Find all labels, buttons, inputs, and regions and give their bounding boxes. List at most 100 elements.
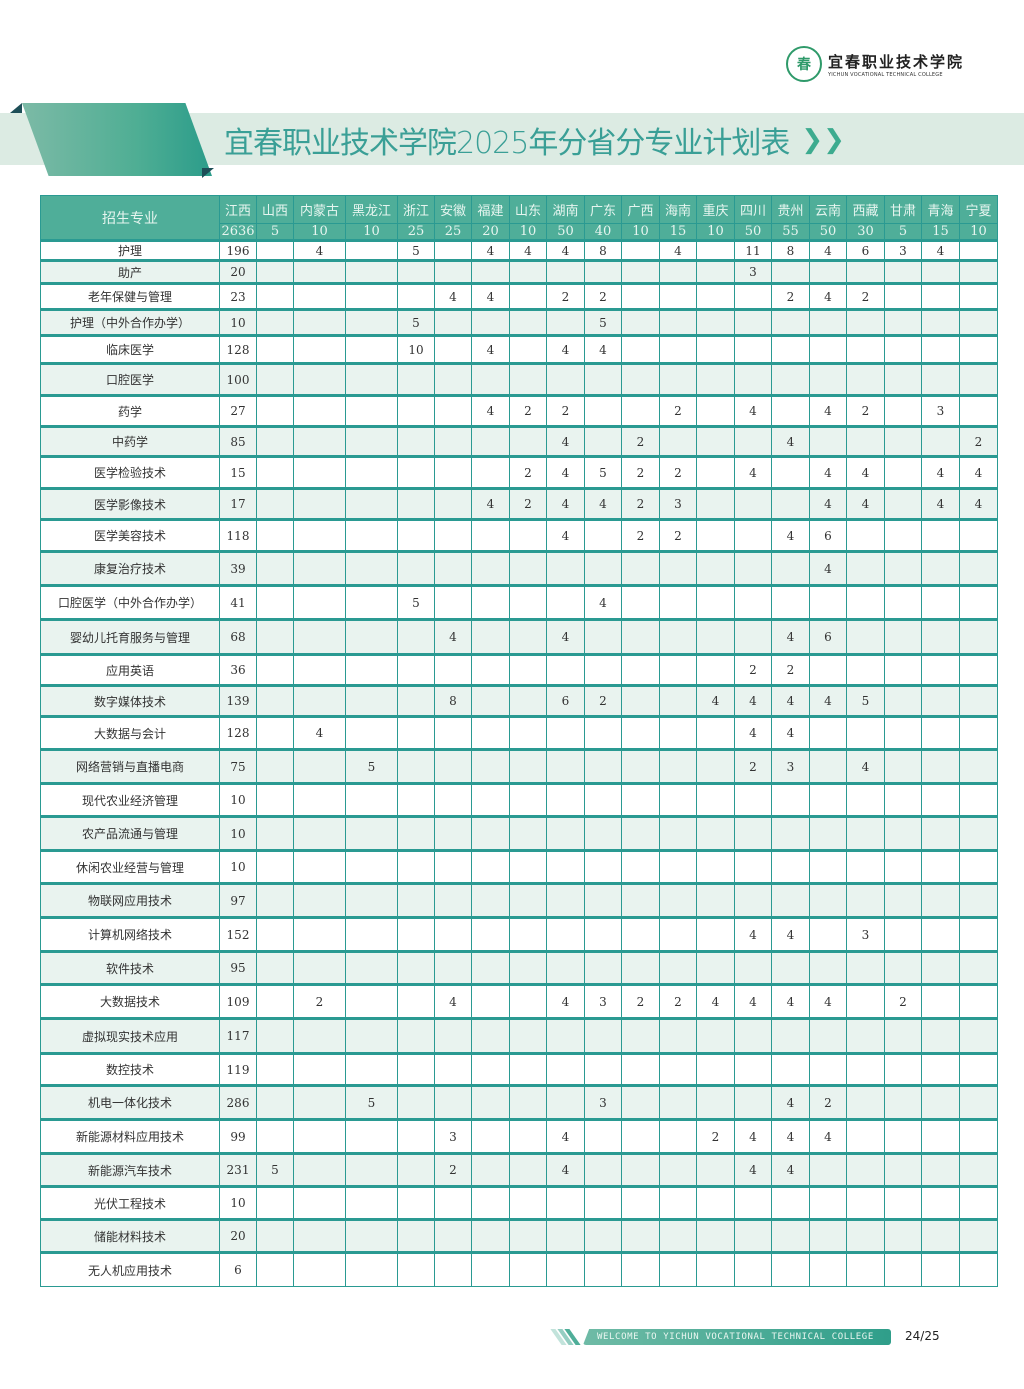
quota-cell: 5 bbox=[345, 1084, 398, 1120]
major-name: 婴幼儿托育服务与管理 bbox=[40, 618, 220, 655]
quota-cell bbox=[471, 425, 510, 457]
quota-cell bbox=[256, 487, 294, 520]
quota-cell: 20 bbox=[219, 1218, 257, 1253]
table-row: 虚拟现实技术应用 117 bbox=[40, 1017, 998, 1054]
quota-cell bbox=[345, 550, 398, 586]
quota-cell bbox=[584, 1017, 622, 1054]
quota-cell bbox=[293, 362, 346, 396]
quota-cell bbox=[509, 308, 547, 336]
quota-cell bbox=[471, 653, 510, 686]
quota-cell bbox=[771, 782, 810, 817]
quota-cell bbox=[884, 487, 922, 520]
quota-cell bbox=[809, 849, 847, 884]
quota-cell bbox=[584, 1218, 622, 1253]
quota-cell bbox=[846, 1052, 885, 1086]
quota-cell bbox=[509, 1084, 547, 1120]
quota-cell bbox=[959, 1251, 998, 1287]
table-row: 药学 27 4 2 2 2 4 4 2 3 bbox=[40, 394, 998, 427]
quota-cell: 2 bbox=[546, 394, 585, 427]
quota-cell: 4 bbox=[471, 394, 510, 427]
quota-cell bbox=[846, 518, 885, 552]
quota-cell bbox=[921, 308, 960, 336]
quota-cell bbox=[471, 782, 510, 817]
quota-cell bbox=[584, 715, 622, 750]
quota-cell bbox=[696, 282, 735, 310]
province-total: 15 bbox=[921, 223, 960, 241]
quota-cell bbox=[293, 653, 346, 686]
quota-cell bbox=[293, 950, 346, 985]
quota-cell bbox=[434, 487, 472, 520]
quota-cell bbox=[256, 282, 294, 310]
quota-cell bbox=[959, 983, 998, 1019]
quota-cell: 2 bbox=[509, 455, 547, 489]
quota-cell bbox=[471, 618, 510, 655]
quota-cell bbox=[696, 308, 735, 336]
quota-cell bbox=[771, 362, 810, 396]
table-row: 老年保健与管理 23 4 4 2 2 2 4 2 bbox=[40, 282, 998, 310]
enrollment-plan-table: 招生专业 江西 山西 内蒙古 黑龙江 浙江 安徽 福建 山东 湖南 广东 广西 海南 重庆 四川 贵州 云南西… bbox=[40, 195, 998, 1287]
quota-cell: 4 bbox=[434, 618, 472, 655]
quota-cell bbox=[734, 362, 772, 396]
quota-cell bbox=[921, 425, 960, 457]
quota-cell: 4 bbox=[546, 518, 585, 552]
quota-cell bbox=[471, 1084, 510, 1120]
quota-cell: 2 bbox=[621, 425, 660, 457]
quota-cell bbox=[293, 1251, 346, 1287]
quota-cell bbox=[921, 550, 960, 586]
quota-cell bbox=[397, 518, 435, 552]
quota-cell bbox=[256, 618, 294, 655]
quota-cell bbox=[884, 1218, 922, 1253]
quota-cell bbox=[846, 1084, 885, 1120]
quota-cell bbox=[509, 916, 547, 952]
quota-cell bbox=[659, 882, 697, 918]
quota-cell bbox=[771, 394, 810, 427]
table-row: 大数据与会计 128 4 4 4 bbox=[40, 715, 998, 750]
quota-cell bbox=[546, 308, 585, 336]
footer-welcome-banner: WELCOME TO YICHUN VOCATIONAL TECHNICAL C… bbox=[583, 1329, 891, 1345]
quota-cell: 4 bbox=[471, 334, 510, 364]
quota-cell bbox=[471, 308, 510, 336]
quota-cell bbox=[734, 487, 772, 520]
province-total: 40 bbox=[584, 223, 622, 241]
quota-cell bbox=[921, 362, 960, 396]
quota-cell bbox=[696, 715, 735, 750]
table-row: 无人机应用技术 6 bbox=[40, 1251, 998, 1287]
quota-cell: 4 bbox=[696, 983, 735, 1019]
major-name: 药学 bbox=[40, 394, 220, 427]
quota-cell bbox=[809, 584, 847, 620]
quota-cell bbox=[546, 1251, 585, 1287]
quota-cell bbox=[809, 1052, 847, 1086]
quota-cell bbox=[846, 1118, 885, 1154]
quota-cell bbox=[846, 550, 885, 586]
quota-cell bbox=[293, 916, 346, 952]
quota-cell: 3 bbox=[584, 1084, 622, 1120]
quota-cell bbox=[471, 259, 510, 284]
quota-cell: 4 bbox=[921, 487, 960, 520]
quota-cell: 4 bbox=[771, 684, 810, 717]
quota-cell bbox=[659, 849, 697, 884]
quota-cell bbox=[621, 1218, 660, 1253]
quota-cell: 3 bbox=[734, 259, 772, 284]
quota-cell bbox=[546, 550, 585, 586]
quota-cell bbox=[659, 1017, 697, 1054]
quota-cell bbox=[771, 815, 810, 851]
quota-cell: 99 bbox=[219, 1118, 257, 1154]
quota-cell bbox=[584, 748, 622, 784]
province-total: 5 bbox=[256, 223, 294, 241]
quota-cell bbox=[959, 550, 998, 586]
table-row: 婴幼儿托育服务与管理 68 4 4 4 6 bbox=[40, 618, 998, 655]
quota-cell: 128 bbox=[219, 334, 257, 364]
quota-cell: 4 bbox=[734, 916, 772, 952]
major-name: 农产品流通与管理 bbox=[40, 815, 220, 851]
quota-cell bbox=[884, 782, 922, 817]
quota-cell bbox=[809, 362, 847, 396]
quota-cell bbox=[621, 815, 660, 851]
province-header: 云南 bbox=[809, 195, 847, 224]
quota-cell bbox=[659, 362, 697, 396]
quota-cell bbox=[509, 950, 547, 985]
quota-cell bbox=[921, 282, 960, 310]
quota-cell bbox=[584, 550, 622, 586]
major-name: 数字媒体技术 bbox=[40, 684, 220, 717]
major-name: 中药学 bbox=[40, 425, 220, 457]
quota-cell bbox=[959, 618, 998, 655]
